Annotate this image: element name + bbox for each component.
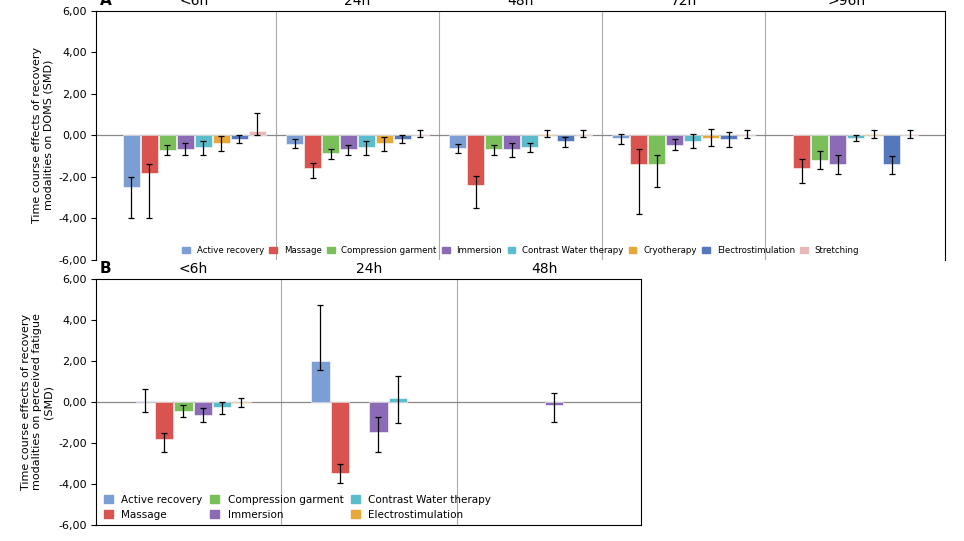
Bar bbox=[793, 135, 811, 168]
Bar bbox=[829, 135, 846, 164]
Text: 72h: 72h bbox=[671, 0, 697, 8]
Text: >96h: >96h bbox=[828, 0, 866, 8]
Bar bbox=[286, 135, 303, 143]
Bar bbox=[412, 134, 429, 135]
Bar bbox=[304, 135, 321, 168]
Bar bbox=[521, 135, 538, 147]
Bar bbox=[812, 135, 828, 160]
Bar bbox=[702, 135, 719, 138]
Bar bbox=[311, 361, 330, 401]
Bar bbox=[684, 135, 701, 141]
Bar bbox=[883, 135, 900, 164]
Bar bbox=[369, 401, 388, 432]
Bar bbox=[575, 134, 592, 135]
Bar bbox=[174, 401, 193, 411]
Bar bbox=[648, 135, 665, 164]
Bar bbox=[485, 135, 502, 149]
Bar bbox=[213, 135, 229, 143]
Bar bbox=[847, 135, 865, 138]
Bar bbox=[213, 401, 231, 407]
Bar bbox=[666, 135, 683, 144]
Legend: Active recovery, Massage, Compression garment, Immersion, Contrast Water therapy: Active recovery, Massage, Compression ga… bbox=[101, 493, 494, 522]
Y-axis label: Time course effects of recovery
modalities on DOMS (SMD): Time course effects of recovery modaliti… bbox=[32, 47, 54, 223]
Bar bbox=[376, 135, 393, 143]
Bar bbox=[155, 401, 174, 439]
Bar bbox=[468, 135, 484, 185]
Bar bbox=[545, 401, 563, 405]
Text: 24h: 24h bbox=[356, 261, 382, 275]
Bar bbox=[738, 134, 755, 135]
Bar bbox=[176, 135, 194, 149]
Bar bbox=[901, 134, 918, 135]
Bar bbox=[388, 398, 407, 401]
Bar bbox=[720, 135, 737, 139]
Bar bbox=[232, 401, 251, 404]
Bar bbox=[630, 135, 648, 164]
Bar bbox=[194, 401, 212, 415]
Bar bbox=[539, 134, 556, 135]
Bar bbox=[322, 135, 339, 153]
Y-axis label: Time course effects of recovery
modalities on perceived fatigue
(SMD): Time course effects of recovery modaliti… bbox=[20, 313, 54, 490]
Bar bbox=[123, 135, 140, 187]
Bar bbox=[503, 135, 521, 149]
Text: <6h: <6h bbox=[179, 0, 209, 8]
Bar bbox=[141, 135, 158, 173]
Bar bbox=[230, 135, 248, 139]
Bar bbox=[358, 135, 375, 147]
Bar bbox=[612, 135, 629, 138]
Text: 24h: 24h bbox=[344, 0, 370, 8]
Bar bbox=[331, 401, 349, 473]
Bar bbox=[159, 135, 175, 150]
Text: 48h: 48h bbox=[507, 0, 534, 8]
Text: B: B bbox=[100, 261, 112, 275]
Bar bbox=[340, 135, 357, 149]
Bar bbox=[449, 135, 467, 148]
Bar bbox=[557, 135, 574, 141]
Text: A: A bbox=[99, 0, 112, 8]
Text: 48h: 48h bbox=[531, 261, 557, 275]
Bar bbox=[195, 135, 212, 147]
Legend: Active recovery, Massage, Compression garment, Immersion, Contrast Water therapy: Active recovery, Massage, Compression ga… bbox=[180, 244, 861, 256]
Bar bbox=[393, 135, 411, 139]
Text: <6h: <6h bbox=[178, 261, 207, 275]
Bar bbox=[249, 131, 266, 135]
Bar bbox=[866, 134, 882, 135]
